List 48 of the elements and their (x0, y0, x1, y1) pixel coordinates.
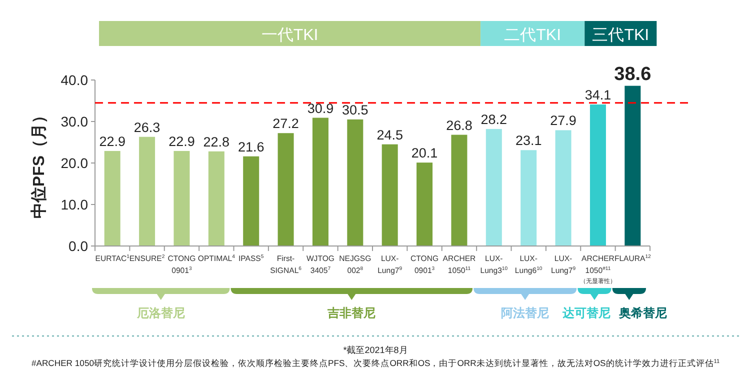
bar (555, 130, 572, 246)
data-label: 38.6 (614, 64, 652, 85)
data-label: 27.2 (272, 116, 299, 132)
bar (139, 136, 156, 246)
bar (278, 133, 294, 246)
bar (451, 134, 468, 246)
bar (208, 151, 224, 246)
y-tick-label: 10.0 (60, 196, 88, 212)
text: 阿法替尼 (501, 306, 550, 320)
text: 厄洛替尼 (136, 306, 185, 320)
data-label: 28.2 (480, 112, 508, 127)
text: *截至2021年8月 (343, 345, 408, 355)
bar (104, 150, 120, 246)
data-label: 24.5 (376, 127, 403, 142)
bar (347, 119, 364, 246)
data-label: 27.9 (550, 113, 576, 128)
bar (174, 150, 190, 246)
y-tick-label: 0.0 (68, 238, 88, 254)
y-tick-label: 30.0 (60, 114, 88, 130)
text: #ARCHER 1050研究统计学设计使用分层假设检验，依次顺序检验主要终点PFS、次要终点ORR和OS，由于ORR未达到统计显著性，故无法对OS的统计学效力进行正式评估$^{11}$ (31, 358, 720, 368)
data-label: 30.9 (307, 100, 334, 116)
data-label: 20.1 (411, 146, 438, 161)
data-label: 26.8 (446, 118, 472, 133)
bar (312, 118, 328, 246)
y-tick-label: 40.0 (60, 72, 88, 88)
bar (486, 128, 502, 246)
data-label: 22.9 (168, 134, 195, 149)
data-label: 26.3 (134, 120, 160, 135)
data-label: 34.1 (584, 87, 612, 102)
bar (590, 104, 606, 246)
bar (624, 86, 641, 246)
data-label: 22.8 (203, 134, 230, 150)
text: 奥希替尼 (618, 306, 668, 320)
text: 达可替尼 (561, 306, 610, 320)
data-label: 30.5 (342, 102, 368, 118)
y-axis-title: 中位PFS（月） (30, 107, 48, 219)
bar (382, 144, 398, 246)
data-label: 23.1 (515, 133, 542, 148)
bar (520, 150, 537, 246)
text: 三代TKI (592, 27, 650, 44)
text: 二代TKI (504, 27, 562, 44)
text: 吉非替尼 (326, 306, 376, 320)
data-label: 22.9 (99, 134, 126, 149)
bar (243, 156, 260, 246)
text: 一代TKI (261, 27, 318, 44)
bar (416, 162, 433, 246)
y-tick-label: 20.0 (60, 155, 88, 171)
data-label: 21.6 (238, 139, 264, 154)
